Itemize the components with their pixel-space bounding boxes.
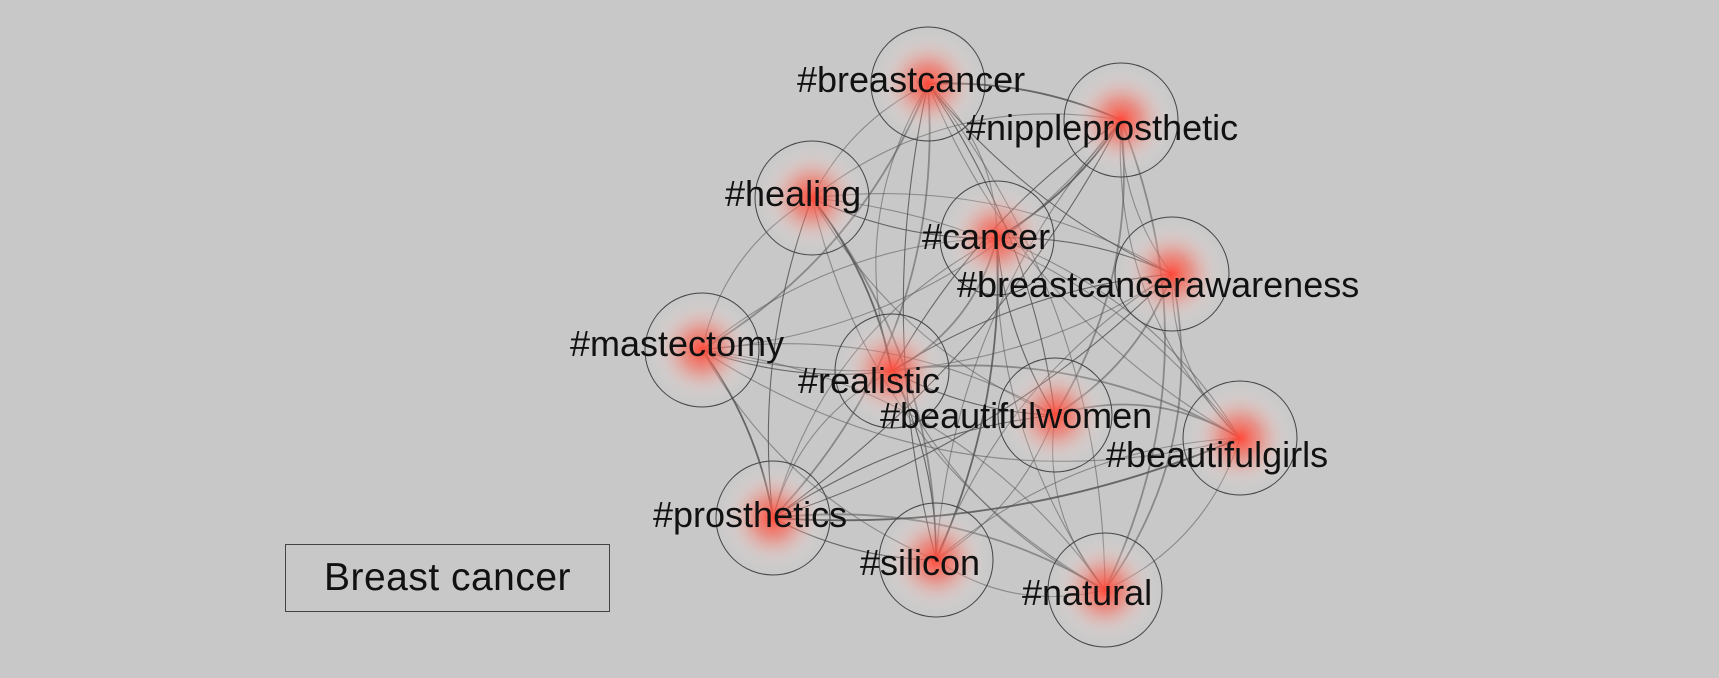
edge-breastcancer-beautifulgirls (927, 83, 1241, 439)
node-glow-beautifulgirls (1183, 381, 1297, 495)
node-ring-nippleprosthetic (1063, 62, 1179, 178)
legend-label: Breast cancer (323, 556, 572, 599)
node-cancer (939, 180, 1055, 296)
node-label-nippleprosthetic: #nippleprosthetic (966, 107, 1238, 148)
node-ring-healing (754, 140, 870, 256)
node-ring-cancer (939, 180, 1055, 296)
node-label-realistic: #realistic (798, 360, 940, 401)
edge-mastectomy-natural (701, 349, 1106, 591)
node-label-cancer: #cancer (922, 216, 1050, 257)
node-glow-nippleprosthetic (1064, 63, 1178, 177)
edge-nippleprosthetic-silicon (935, 119, 1122, 561)
node-ring-silicon (878, 502, 994, 618)
node-glow-prosthetics (716, 461, 830, 575)
nodes-layer (644, 26, 1298, 648)
node-label-prosthetics: #prosthetics (653, 494, 847, 535)
node-ring-natural (1047, 532, 1163, 648)
node-glow-breastcancerawareness (1115, 217, 1229, 331)
node-healing (754, 140, 870, 256)
node-prosthetics (715, 460, 831, 576)
legend-box: Breast cancer (285, 544, 610, 612)
edge-nippleprosthetic-prosthetics (772, 119, 1122, 519)
node-ring-beautifulwomen (997, 357, 1113, 473)
node-ring-breastcancerawareness (1114, 216, 1230, 332)
node-label-mastectomy: #mastectomy (570, 323, 784, 364)
node-natural (1047, 532, 1163, 648)
labels-layer: #breastcancer #nippleprosthetic #healing #c… (570, 59, 1359, 613)
node-beautifulwomen (997, 357, 1113, 473)
node-glow-cancer (940, 181, 1054, 295)
node-glow-realistic (835, 314, 949, 428)
node-ring-mastectomy (644, 292, 760, 408)
node-mastectomy (644, 292, 760, 408)
node-ring-beautifulgirls (1182, 380, 1298, 496)
node-label-breastcancerawareness: #breastcancerawareness (957, 264, 1359, 305)
node-glow-breastcancer (871, 27, 985, 141)
node-ring-breastcancer (870, 26, 986, 142)
edge-breastcancerawareness-prosthetics (772, 273, 1173, 519)
node-glow-natural (1048, 533, 1162, 647)
node-beautifulgirls (1182, 380, 1298, 496)
node-glow-beautifulwomen (998, 358, 1112, 472)
node-ring-realistic (834, 313, 950, 429)
node-glow-healing (755, 141, 869, 255)
edge-healing-beautifulgirls (811, 197, 1241, 439)
node-nippleprosthetic (1063, 62, 1179, 178)
node-silicon (878, 502, 994, 618)
node-label-breastcancer: #breastcancer (797, 59, 1025, 100)
node-label-beautifulwomen: #beautifulwomen (880, 395, 1152, 436)
node-label-silicon: #silicon (860, 542, 980, 583)
node-label-healing: #healing (725, 173, 861, 214)
node-glow-mastectomy (645, 293, 759, 407)
node-realistic (834, 313, 950, 429)
node-breastcancer (870, 26, 986, 142)
edge-breastcancer-natural (927, 83, 1106, 591)
node-glow-silicon (879, 503, 993, 617)
node-label-beautifulgirls: #beautifulgirls (1106, 434, 1328, 475)
edge-nippleprosthetic-mastectomy (701, 119, 1122, 351)
node-label-natural: #natural (1022, 572, 1152, 613)
node-breastcancerawareness (1114, 216, 1230, 332)
node-ring-prosthetics (715, 460, 831, 576)
edge-nippleprosthetic-natural (1104, 119, 1166, 591)
edge-mastectomy-beautifulgirls (701, 349, 1241, 462)
